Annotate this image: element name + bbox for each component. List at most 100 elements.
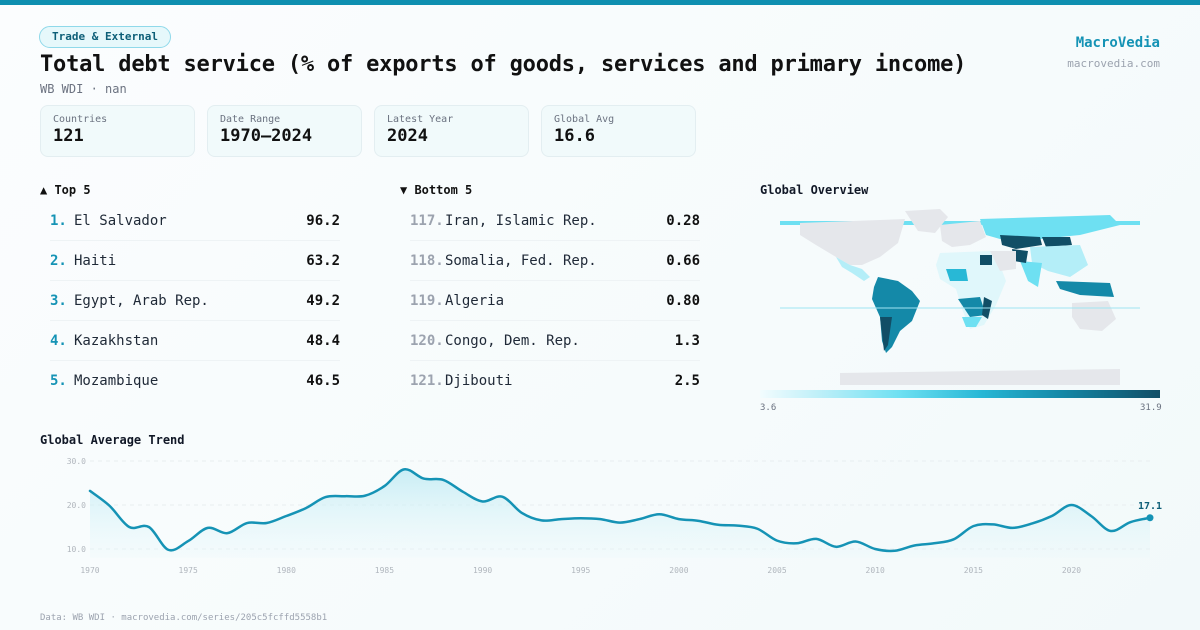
data-point-2010[interactable] (871, 545, 879, 553)
data-point-1983[interactable] (341, 492, 349, 500)
data-point-2001[interactable] (695, 517, 703, 525)
map-region-europe[interactable] (940, 221, 986, 247)
data-point-1987[interactable] (420, 475, 428, 483)
data-point-2002[interactable] (714, 521, 722, 529)
map-region-south-africa[interactable] (962, 317, 982, 327)
stats-row: Countries 121 Date Range 1970–2024 Lates… (40, 105, 696, 157)
data-point-1985[interactable] (380, 482, 388, 490)
page-subtitle: WB WDI · nan (40, 82, 127, 96)
data-point-1998[interactable] (636, 515, 644, 523)
category-badge[interactable]: Trade & External (39, 26, 171, 48)
map-region-middle-east[interactable] (990, 251, 1016, 271)
y-tick-label: 30.0 (67, 457, 86, 466)
data-point-1997[interactable] (616, 519, 624, 527)
data-point-2020[interactable] (1067, 501, 1075, 509)
trend-chart[interactable]: 10.0 20.0 30.0 1970 1975 1980 1985 1990 1995 200… (0, 450, 1200, 585)
data-point-1992[interactable] (518, 509, 526, 517)
data-point-1980[interactable] (282, 512, 290, 520)
rank: 1. (50, 212, 67, 229)
data-point-2014[interactable] (950, 535, 958, 543)
data-point-2017[interactable] (1009, 524, 1017, 532)
map-region-indonesia[interactable] (1056, 281, 1114, 297)
map-region-russia[interactable] (980, 215, 1120, 239)
x-tick-label: 1975 (179, 566, 198, 575)
data-point-2022[interactable] (1107, 527, 1115, 535)
last-point-marker[interactable] (1146, 514, 1154, 522)
country-name: Kazakhstan (74, 332, 159, 349)
data-point-1996[interactable] (596, 515, 604, 523)
data-point-2018[interactable] (1028, 519, 1036, 527)
data-point-1990[interactable] (479, 497, 487, 505)
list-item[interactable]: 121. Djibouti 2.5 (410, 361, 700, 401)
data-point-1973[interactable] (145, 523, 153, 531)
data-point-2000[interactable] (675, 515, 683, 523)
data-point-2004[interactable] (753, 525, 761, 533)
data-point-2012[interactable] (910, 541, 918, 549)
top5-list: 1. El Salvador 96.2 2. Haiti 63.2 3. Egy… (50, 201, 340, 401)
list-item[interactable]: 1. El Salvador 96.2 (50, 201, 340, 241)
map-region-egypt[interactable] (980, 255, 992, 265)
map-region-australia[interactable] (1072, 301, 1116, 331)
data-point-2003[interactable] (734, 522, 742, 530)
data-point-1989[interactable] (459, 488, 467, 496)
map-region-argentina[interactable] (880, 317, 892, 351)
map-region-india[interactable] (1020, 261, 1042, 287)
data-point-2016[interactable] (989, 520, 997, 528)
brand-name[interactable]: MacroVedia (1075, 35, 1160, 51)
data-point-1994[interactable] (557, 515, 565, 523)
data-point-2021[interactable] (1087, 512, 1095, 520)
data-point-1974[interactable] (165, 546, 173, 554)
data-point-1988[interactable] (439, 476, 447, 484)
map-region-central-america[interactable] (836, 257, 870, 281)
map-region-north-america[interactable] (800, 219, 905, 265)
rank: 5. (50, 373, 67, 389)
brand-url[interactable]: macrovedia.com (1067, 57, 1160, 70)
data-point-2005[interactable] (773, 537, 781, 545)
map-region-mongolia[interactable] (1042, 237, 1072, 247)
data-point-2009[interactable] (852, 538, 860, 546)
map-region-kazakhstan[interactable] (1000, 235, 1042, 249)
list-item[interactable]: 2. Haiti 63.2 (50, 241, 340, 281)
data-point-1986[interactable] (400, 465, 408, 473)
data-point-1977[interactable] (223, 529, 231, 537)
map-region-greenland[interactable] (905, 209, 948, 233)
data-point-1971[interactable] (106, 502, 114, 510)
data-point-1976[interactable] (204, 524, 212, 532)
list-item[interactable]: 120. Congo, Dem. Rep. 1.3 (410, 321, 700, 361)
data-point-2011[interactable] (891, 547, 899, 555)
list-item[interactable]: 4. Kazakhstan 48.4 (50, 321, 340, 361)
data-point-2015[interactable] (969, 522, 977, 530)
list-item[interactable]: 3. Egypt, Arab Rep. 49.2 (50, 281, 340, 321)
data-point-2006[interactable] (793, 539, 801, 547)
map-region-southern-africa[interactable] (958, 297, 986, 317)
map-region-china[interactable] (1030, 245, 1088, 277)
list-item[interactable]: 5. Mozambique 46.5 (50, 361, 340, 401)
country-value: 46.5 (306, 373, 340, 389)
world-map[interactable] (780, 205, 1140, 385)
data-point-2023[interactable] (1126, 518, 1134, 526)
data-point-1970[interactable] (86, 487, 94, 495)
map-region-west-africa[interactable] (946, 269, 968, 281)
map-region-antarctica[interactable] (840, 369, 1120, 385)
data-point-1978[interactable] (243, 519, 251, 527)
country-name: Congo, Dem. Rep. (445, 332, 580, 349)
list-item[interactable]: 119. Algeria 0.80 (410, 281, 700, 321)
list-item[interactable]: 117. Iran, Islamic Rep. 0.28 (410, 201, 700, 241)
data-point-1991[interactable] (498, 493, 506, 501)
data-point-1972[interactable] (125, 523, 133, 531)
list-item[interactable]: 118. Somalia, Fed. Rep. 0.66 (410, 241, 700, 281)
data-point-2019[interactable] (1048, 512, 1056, 520)
data-point-1993[interactable] (537, 516, 545, 524)
data-point-1995[interactable] (577, 514, 585, 522)
data-point-1984[interactable] (361, 492, 369, 500)
map-region-south-america[interactable] (872, 277, 920, 353)
data-point-1999[interactable] (655, 510, 663, 518)
data-point-1979[interactable] (263, 519, 271, 527)
data-point-1982[interactable] (322, 493, 330, 501)
data-point-2008[interactable] (832, 543, 840, 551)
data-point-2013[interactable] (930, 539, 938, 547)
data-point-1975[interactable] (184, 537, 192, 545)
data-point-2007[interactable] (812, 535, 820, 543)
data-point-1981[interactable] (302, 504, 310, 512)
last-value-label: 17.1 (1138, 501, 1162, 512)
